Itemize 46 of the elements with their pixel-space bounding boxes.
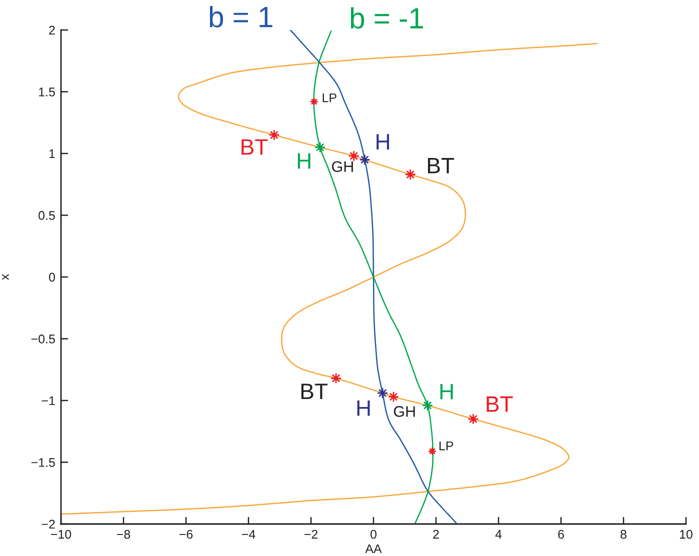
- point: [377, 388, 388, 398]
- point: [314, 142, 326, 152]
- x-tick-label: −8: [116, 530, 130, 539]
- series-label: b = 1: [210, 6, 272, 28]
- x-tick-label: −4: [242, 530, 256, 539]
- x-tick-label: −2: [304, 530, 318, 539]
- x-tick-label: −10: [51, 530, 72, 539]
- y-axis-title: x: [2, 274, 9, 280]
- x-tick-label: 0: [370, 530, 376, 539]
- point: [422, 400, 433, 411]
- point: [360, 154, 370, 165]
- annotation: BT: [301, 384, 328, 400]
- y-tick-label: −2: [42, 520, 55, 529]
- annotation: GH: [394, 406, 415, 417]
- y-tick-label: 0: [48, 272, 55, 282]
- annotation: BT: [486, 396, 513, 412]
- annotation: LP: [322, 93, 336, 102]
- y-tick-label: 2: [49, 26, 55, 35]
- annotation: H: [376, 134, 390, 150]
- x-tick-label: 8: [620, 530, 626, 539]
- annotation: H: [357, 400, 370, 416]
- y-tick-label: 1.5: [39, 88, 55, 96]
- y-tick-label: −0.5: [31, 334, 55, 344]
- y-tick-label: 0.5: [38, 211, 55, 220]
- point: [388, 392, 399, 402]
- x-axis-title: AA: [365, 544, 382, 554]
- x-tick-label: 2: [433, 530, 439, 539]
- x-tick-label: 4: [495, 530, 502, 539]
- y-tick-label: −1.5: [31, 458, 55, 467]
- x-tick-label: 6: [558, 530, 564, 539]
- annotation: H: [298, 153, 310, 169]
- y-tick-label: −1: [42, 396, 55, 406]
- annotation: BT: [242, 139, 268, 155]
- annotation: H: [440, 384, 453, 400]
- point: [330, 373, 342, 384]
- annotation: BT: [428, 158, 454, 174]
- x-tick-label: −6: [179, 530, 193, 539]
- point: [348, 150, 359, 162]
- point: [269, 130, 280, 140]
- y-tick-label: 1: [49, 149, 55, 158]
- annotation: LP: [440, 442, 454, 450]
- x-tick-label: 10: [680, 530, 692, 539]
- point: [405, 169, 416, 180]
- series-label: b = -1: [350, 7, 424, 29]
- point: [468, 414, 478, 424]
- annotation: GH: [332, 161, 353, 172]
